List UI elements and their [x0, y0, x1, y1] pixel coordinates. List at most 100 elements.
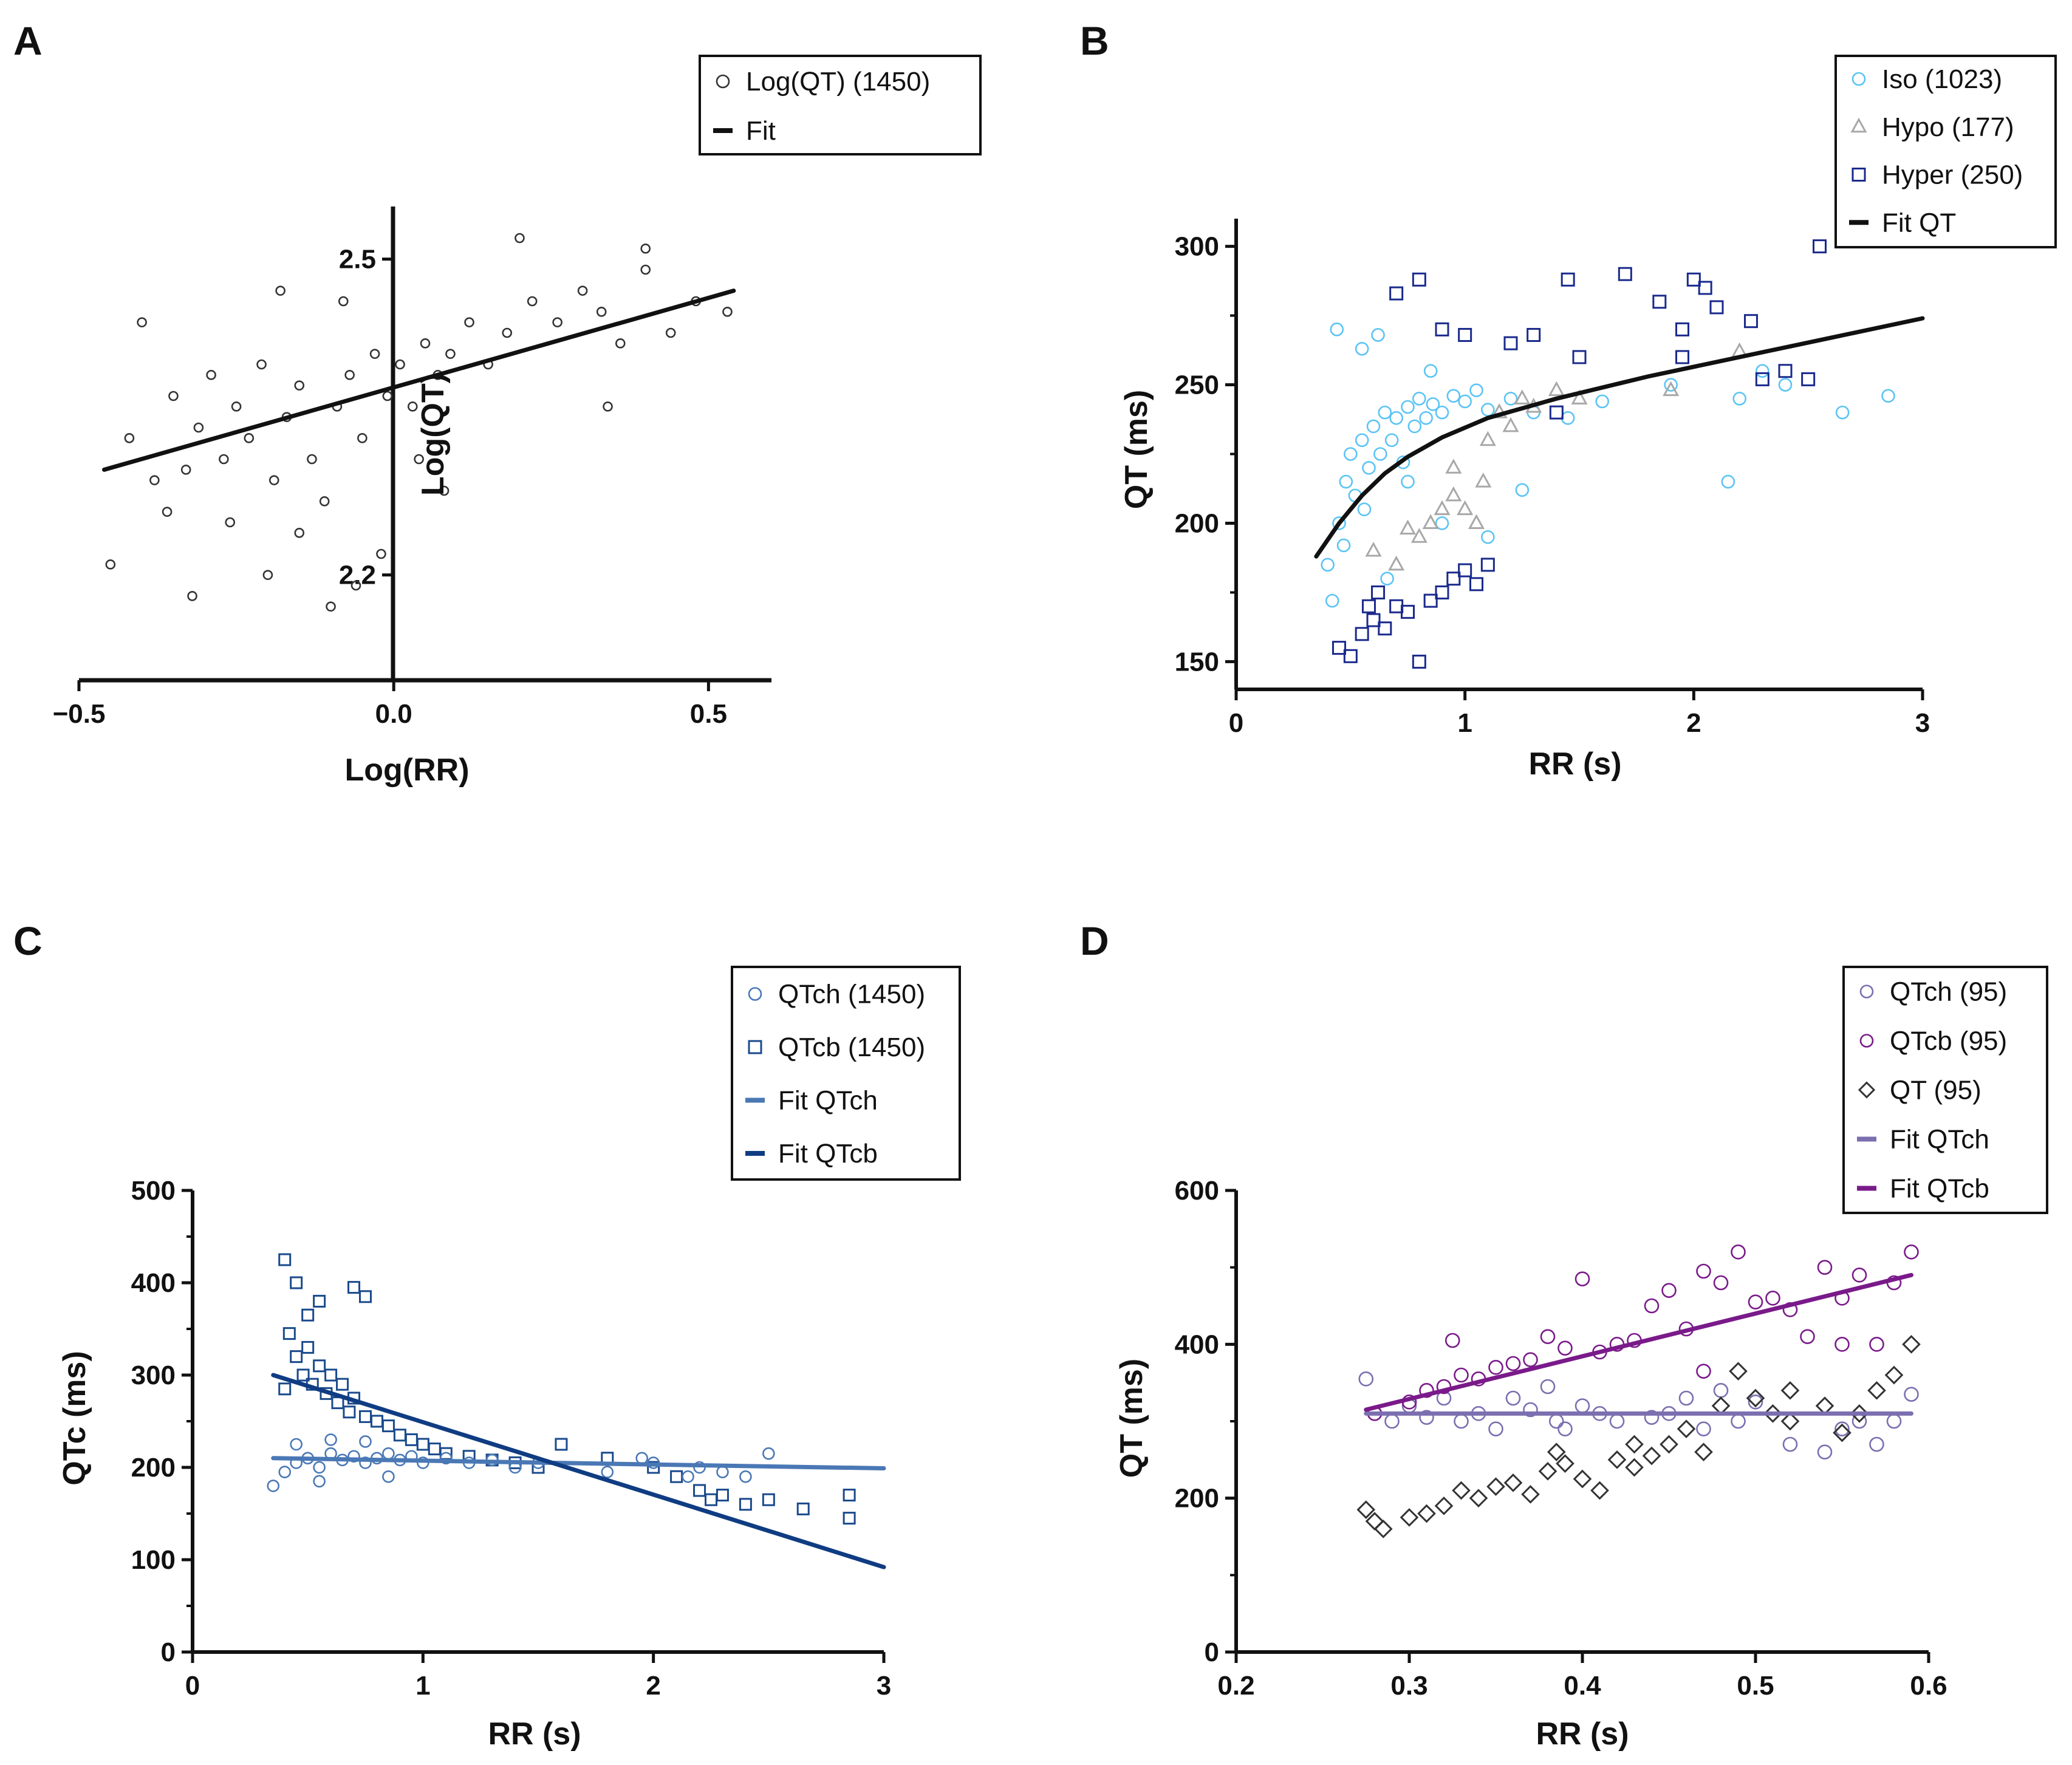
panel-c-qtcb-point — [705, 1493, 717, 1506]
panel-b-iso-point — [1469, 383, 1483, 397]
panel-b: B 0 1 2 3 150 200 250 300 RR (s) QT (ms) Iso (1… — [1080, 18, 2057, 782]
panel-d-xtick-label: 0.3 — [1390, 1671, 1427, 1701]
panel-a-log-qt--point — [294, 380, 305, 391]
panel-b-legend-symbol — [1851, 72, 1866, 86]
panel-d-qt-point — [1625, 1435, 1644, 1454]
panel-d-qtch-point — [1557, 1421, 1573, 1436]
panel-b-hyper-point — [1686, 272, 1701, 287]
panel-b-iso-point — [1401, 400, 1415, 414]
panel-c-qtch-point — [324, 1433, 337, 1446]
panel-b-hypo-point — [1548, 381, 1565, 397]
panel-d-qtcb-point — [1644, 1298, 1660, 1314]
panel-b-iso-point — [1446, 389, 1461, 403]
panel-c-marks — [267, 1253, 886, 1569]
panel-d-qt-point — [1521, 1485, 1540, 1504]
panel-c-xtick-label: 2 — [646, 1671, 660, 1701]
panel-b-legend-label: Iso (1023) — [1882, 64, 2002, 94]
panel-d-qtch-point — [1869, 1436, 1884, 1452]
panel-a-log-qt--point — [414, 454, 424, 465]
panel-d-qtch-point — [1419, 1410, 1434, 1425]
panel-b-iso-point — [1384, 433, 1399, 448]
panel-d-qt-point — [1729, 1362, 1748, 1381]
panel-c-qtch-point — [267, 1480, 280, 1492]
panel-c-qtch-point — [359, 1456, 372, 1469]
panel-b-hyper-point — [1618, 267, 1632, 281]
panel-c-qtch-point — [347, 1450, 360, 1463]
panel-c-qtcb-point — [843, 1489, 856, 1502]
panel-b-hyper-point — [1549, 405, 1564, 420]
panel-b-hyper-point — [1675, 322, 1689, 336]
panel-c-qtcb-point — [324, 1368, 338, 1382]
panel-c-qtch-point — [313, 1475, 326, 1488]
panel-c-xtick-label: 3 — [877, 1671, 891, 1701]
panel-b-legend-symbol — [1850, 117, 1867, 133]
panel-d-qtcb-point — [1436, 1379, 1452, 1395]
panel-d-qt-point — [1780, 1381, 1800, 1400]
panel-b-legend-box — [1834, 55, 2057, 248]
panel-d-qtch-point — [1713, 1383, 1729, 1398]
panel-c-ticks: 0 1 2 3 0 100 200 300 400 500 — [131, 1176, 892, 1701]
panel-d-qtcb-point — [1575, 1271, 1590, 1286]
panel-c-legend: QTch (1450) QTcb (1450) Fit QTch Fit QTcb — [731, 966, 961, 1181]
panel-b-hyper-point — [1778, 364, 1793, 378]
panel-d-qt-point — [1590, 1481, 1609, 1500]
panel-b-hyper-point — [1412, 272, 1426, 287]
panel-d-qtcb-point — [1523, 1352, 1538, 1367]
panel-b-hyper-point — [1412, 654, 1426, 669]
panel-a-ylabel: Log(QT) — [415, 373, 451, 496]
panel-b-iso-point — [1423, 364, 1438, 378]
panel-b-hyper-point — [1458, 563, 1472, 578]
panel-a-log-qt--point — [219, 454, 229, 465]
panel-b-iso-point — [1664, 378, 1678, 392]
panel-d-qt-point — [1677, 1419, 1696, 1438]
panel-a-log-qt--point — [137, 317, 147, 327]
panel-a-legend-label: Fit — [746, 116, 776, 146]
panel-c-qtcb-point — [370, 1415, 383, 1428]
panel-c-ytick-label: 400 — [131, 1268, 176, 1298]
panel-b-hypo-point — [1434, 500, 1451, 516]
panel-a-log-qt--point — [527, 296, 538, 307]
panel-d-qtch-point — [1904, 1387, 1919, 1402]
panel-b-hyper-point — [1744, 314, 1758, 329]
panel-c-qtch-point — [313, 1461, 326, 1474]
panel-a-log-qt--point — [149, 475, 160, 485]
panel-c-ytick-label: 200 — [131, 1453, 176, 1483]
panel-d-qtch-point — [1817, 1444, 1833, 1459]
panel-b-iso-point — [1339, 474, 1353, 489]
panel-c-qtcb-point — [647, 1461, 660, 1474]
panel-a-log-qt--point — [420, 338, 431, 349]
panel-b-iso-point — [1371, 328, 1385, 342]
panel-c-legend-label: Fit QTcb — [778, 1139, 878, 1169]
panel-c-qtcb-point — [282, 1327, 296, 1340]
panel-d-qtch-point — [1384, 1413, 1400, 1429]
panel-c-qtcb-point — [555, 1438, 568, 1451]
panel-a-log-qt--point — [603, 401, 613, 412]
panel-b-hypo-point — [1365, 541, 1382, 557]
panel-d-qtcb-point — [1419, 1383, 1434, 1398]
panel-a-log-qt--point — [395, 359, 405, 370]
panel-d-qt-point — [1625, 1458, 1644, 1477]
panel-d-qtcb-point — [1834, 1337, 1850, 1352]
panel-c-qtch-point — [382, 1447, 395, 1460]
panel-a-xtick-label: 0.0 — [375, 699, 412, 729]
panel-c-qtcb-point — [296, 1368, 310, 1382]
panel-b-iso-point — [1595, 394, 1609, 409]
panel-c-qtcb-point — [347, 1281, 361, 1294]
panel-d-qtch-point — [1748, 1395, 1763, 1410]
panel-c-ytick-label: 500 — [131, 1176, 176, 1206]
panel-d-qt-point — [1538, 1462, 1557, 1481]
panel-a-log-qt--point — [357, 433, 368, 443]
panel-d-ytick-label: 400 — [1175, 1330, 1219, 1359]
panel-a-log-qt--point — [275, 285, 285, 296]
panel-b-marks — [1314, 239, 1925, 669]
panel-c-qtcb-point — [359, 1290, 372, 1303]
panel-a-log-qt--point — [326, 601, 336, 612]
panel-d-qtcb-point — [1800, 1329, 1815, 1344]
panel-a-log-qt--point — [268, 475, 279, 485]
panel-c-qtcb-point — [278, 1382, 292, 1396]
panel-d-ylabel: QT (ms) — [1114, 1359, 1149, 1478]
panel-b-iso-point — [1355, 433, 1369, 448]
panel-b-hyper-point — [1469, 577, 1483, 592]
panel-a-log-qt--point — [244, 433, 255, 443]
panel-a-log-qt--point — [350, 580, 361, 591]
